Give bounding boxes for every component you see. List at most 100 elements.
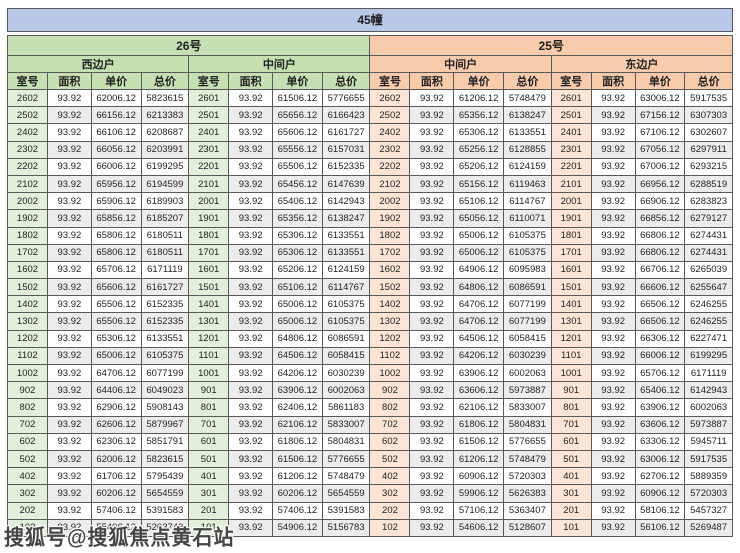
table-cell: 57106.12 <box>454 502 503 519</box>
room-number-cell: 101 <box>551 519 591 536</box>
table-cell: 93.92 <box>591 210 635 227</box>
room-number-cell: 1002 <box>8 365 47 382</box>
room-number-cell: 1802 <box>8 227 47 244</box>
table-cell: 57406.12 <box>273 502 322 519</box>
table-cell: 64406.12 <box>91 382 141 399</box>
table-cell: 65206.12 <box>273 261 322 279</box>
table-cell: 93.92 <box>410 519 454 536</box>
room-number-cell: 401 <box>551 468 591 485</box>
room-number-cell: 1101 <box>189 347 229 364</box>
column-header: 单价 <box>635 73 685 89</box>
room-number-cell: 1601 <box>189 261 229 279</box>
room-number-cell: 702 <box>8 416 47 433</box>
unit-header-25-east: 东边户 <box>551 56 732 72</box>
table-cell: 93.92 <box>410 227 454 244</box>
unit-header-26-west: 西边户 <box>8 56 189 72</box>
table-cell: 5363407 <box>504 502 551 519</box>
table-cell: 6002063 <box>504 365 551 382</box>
table-cell: 63906.12 <box>454 365 503 382</box>
table-cell: 93.92 <box>229 261 273 279</box>
room-number-cell: 1601 <box>551 261 591 279</box>
table-cell: 65006.12 <box>454 244 503 261</box>
table-cell: 6152335 <box>322 158 370 175</box>
table-cell: 5128607 <box>504 519 551 536</box>
table-cell: 93.92 <box>591 433 635 450</box>
room-number-cell: 1702 <box>370 244 410 261</box>
table-cell: 6142943 <box>685 382 732 399</box>
table-cell: 63906.12 <box>635 399 685 416</box>
table-cell: 6274431 <box>685 227 732 244</box>
table-cell: 6002063 <box>322 382 370 399</box>
table-cell: 62006.12 <box>91 450 141 468</box>
table-cell: 6302607 <box>685 124 732 141</box>
table-cell: 93.92 <box>410 399 454 416</box>
column-header: 面积 <box>591 73 635 89</box>
room-number-cell: 1502 <box>370 279 410 296</box>
table-cell: 93.92 <box>410 313 454 330</box>
table-cell: 93.92 <box>410 124 454 141</box>
table-cell: 93.92 <box>591 502 635 519</box>
room-number-cell: 1102 <box>370 347 410 364</box>
table-cell: 66806.12 <box>635 244 685 261</box>
room-number-cell: 1402 <box>8 296 47 313</box>
table-cell: 65156.12 <box>454 175 503 193</box>
table-cell: 5861183 <box>322 399 370 416</box>
room-number-cell: 1901 <box>189 210 229 227</box>
room-number-cell: 2602 <box>370 90 410 107</box>
table-cell: 6133551 <box>322 227 370 244</box>
room-number-cell: 1001 <box>551 365 591 382</box>
table-cell: 65806.12 <box>91 244 141 261</box>
table-cell: 6203991 <box>141 141 189 158</box>
table-cell: 65856.12 <box>91 210 141 227</box>
table-cell: 93.92 <box>410 433 454 450</box>
table-cell: 93.92 <box>591 450 635 468</box>
table-cell: 93.92 <box>229 485 273 502</box>
room-number-cell: 1902 <box>8 210 47 227</box>
table-cell: 65306.12 <box>273 227 322 244</box>
table-cell: 93.92 <box>410 468 454 485</box>
table-cell: 65006.12 <box>273 313 322 330</box>
table-cell: 93.92 <box>47 399 91 416</box>
room-number-cell: 601 <box>189 433 229 450</box>
table-cell: 65006.12 <box>91 347 141 364</box>
table-cell: 62906.12 <box>91 399 141 416</box>
table-cell: 93.92 <box>591 519 635 536</box>
column-header: 室号 <box>370 73 410 89</box>
room-number-cell: 2102 <box>8 175 47 193</box>
building-title: 45幢 <box>7 8 733 32</box>
room-number-cell: 202 <box>8 502 47 519</box>
table-cell: 6128855 <box>504 141 551 158</box>
table-cell: 54906.12 <box>273 519 322 536</box>
table-cell: 93.92 <box>47 227 91 244</box>
table-cell: 93.92 <box>47 244 91 261</box>
room-number-cell: 1002 <box>370 365 410 382</box>
table-cell: 93.92 <box>591 382 635 399</box>
table-cell: 93.92 <box>591 485 635 502</box>
room-number-cell: 1701 <box>551 244 591 261</box>
table-cell: 65306.12 <box>454 124 503 141</box>
room-number-cell: 202 <box>370 502 410 519</box>
room-number-cell: 602 <box>8 433 47 450</box>
room-number-cell: 2002 <box>8 193 47 210</box>
table-cell: 93.92 <box>47 365 91 382</box>
room-number-cell: 802 <box>370 399 410 416</box>
table-cell: 5917535 <box>685 90 732 107</box>
table-cell: 66956.12 <box>635 175 685 193</box>
table-cell: 93.92 <box>47 313 91 330</box>
room-number-cell: 601 <box>551 433 591 450</box>
table-cell: 6293215 <box>685 158 732 175</box>
table-cell: 93.92 <box>591 141 635 158</box>
table-cell: 5720303 <box>685 485 732 502</box>
room-number-cell: 1502 <box>8 279 47 296</box>
column-header: 单价 <box>454 73 503 89</box>
table-cell: 61506.12 <box>454 433 503 450</box>
room-number-cell: 701 <box>189 416 229 433</box>
table-cell: 6265039 <box>685 261 732 279</box>
table-cell: 5823615 <box>141 90 189 107</box>
table-cell: 66906.12 <box>635 193 685 210</box>
table-cell: 93.92 <box>47 450 91 468</box>
table-cell: 93.92 <box>229 365 273 382</box>
table-cell: 93.92 <box>229 227 273 244</box>
table-cell: 63006.12 <box>635 450 685 468</box>
table-cell: 5851791 <box>141 433 189 450</box>
